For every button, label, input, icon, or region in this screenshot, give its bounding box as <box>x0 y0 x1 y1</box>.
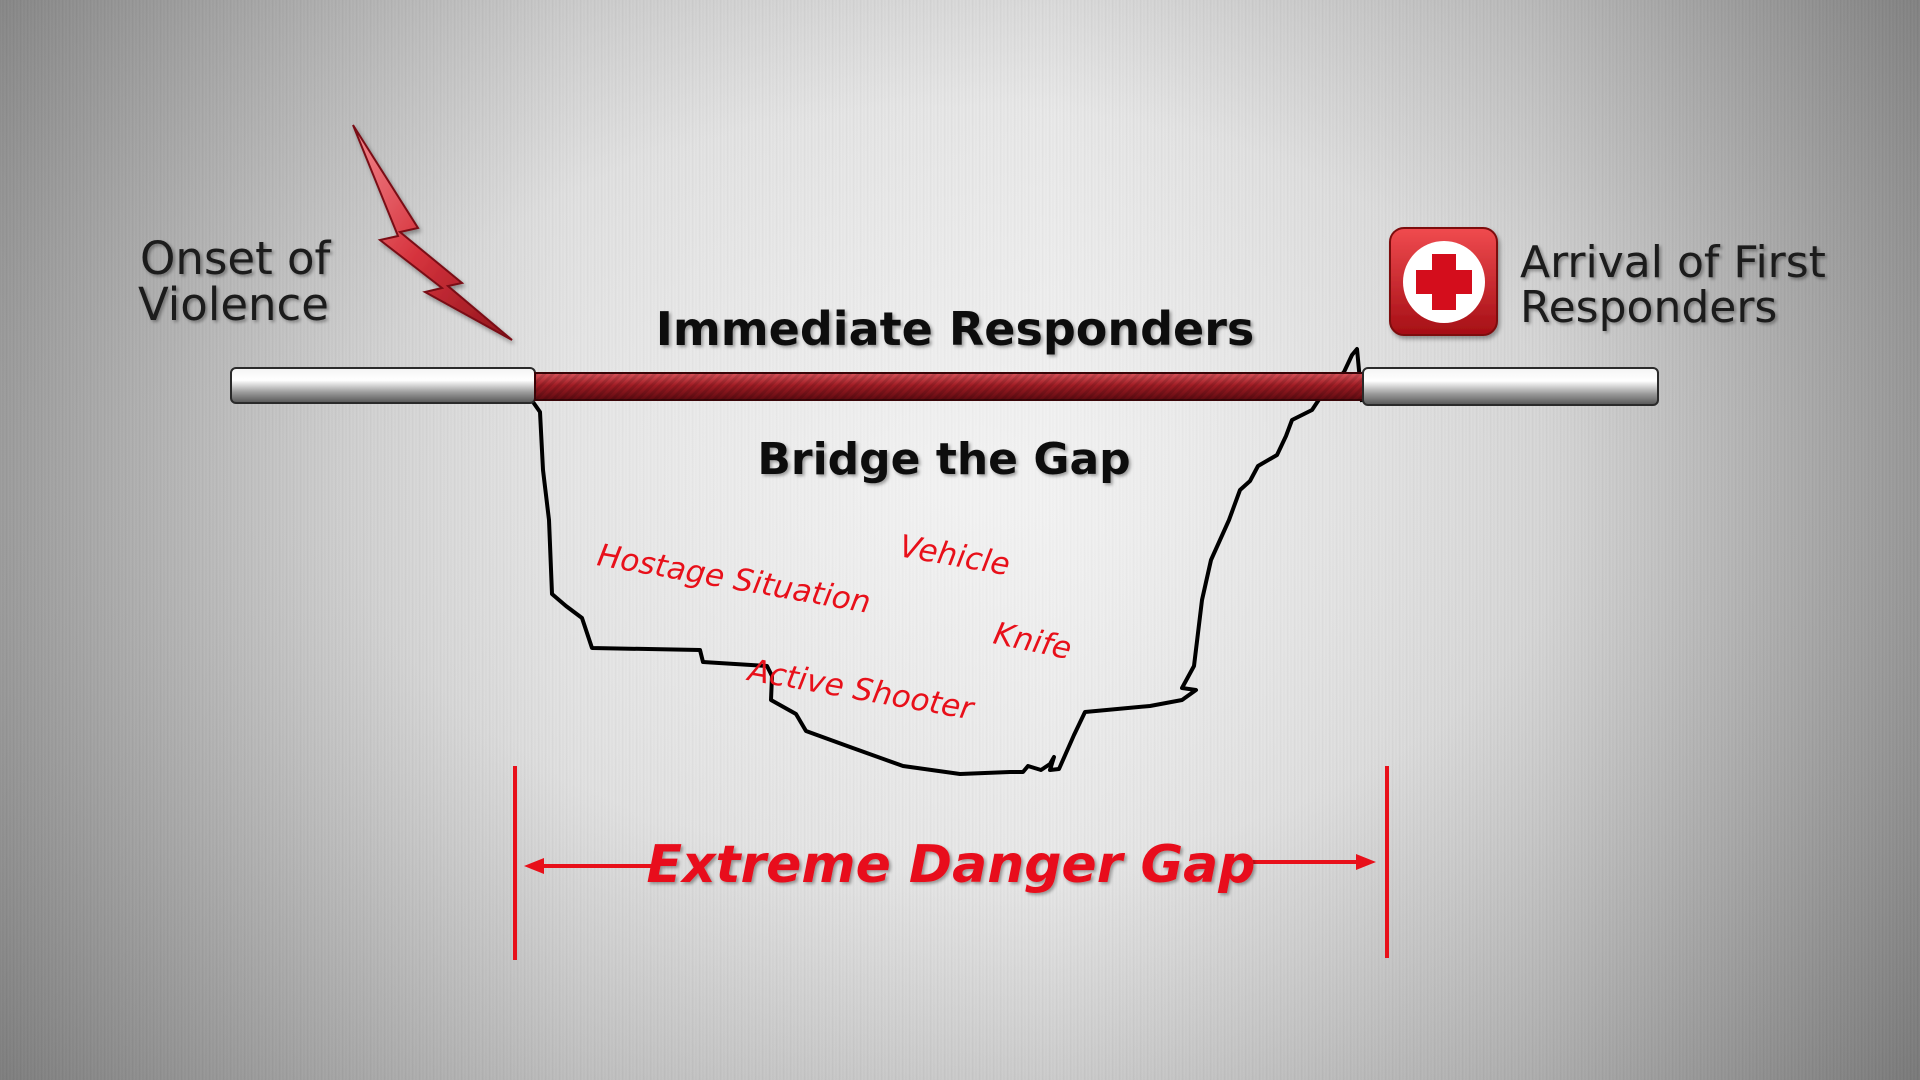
arrival-label-line1: Arrival of First <box>1520 237 1826 288</box>
first-aid-cross-icon <box>1389 227 1498 336</box>
extreme-danger-gap-label: Extreme Danger Gap <box>647 835 1256 895</box>
bridge-the-gap-label: Bridge the Gap <box>757 434 1130 485</box>
threat-hostage-situation: Hostage Situation <box>595 537 874 620</box>
onset-label-line2: Violence <box>138 278 329 331</box>
gap-right-arrowhead <box>1356 854 1376 870</box>
threat-vehicle: Vehicle <box>897 528 1013 583</box>
gap-shape <box>531 347 1364 776</box>
threat-active-shooter: Active Shooter <box>744 652 979 728</box>
arrival-label-line2: Responders <box>1520 282 1777 333</box>
onset-label-line1: Onset of <box>140 232 332 285</box>
left-pipe <box>230 367 536 404</box>
threat-knife: Knife <box>990 616 1074 668</box>
danger-gap-measure: Extreme Danger Gap <box>513 766 1389 960</box>
lightning-bolt-icon <box>352 124 513 341</box>
immediate-responders-label: Immediate Responders <box>656 302 1255 356</box>
bridge-bar <box>534 372 1364 401</box>
arrival-label: Arrival of First Responders <box>1520 237 1826 333</box>
gap-left-arrowhead <box>524 858 544 874</box>
right-pipe <box>1362 367 1659 406</box>
onset-label: Onset of Violence <box>138 232 332 331</box>
